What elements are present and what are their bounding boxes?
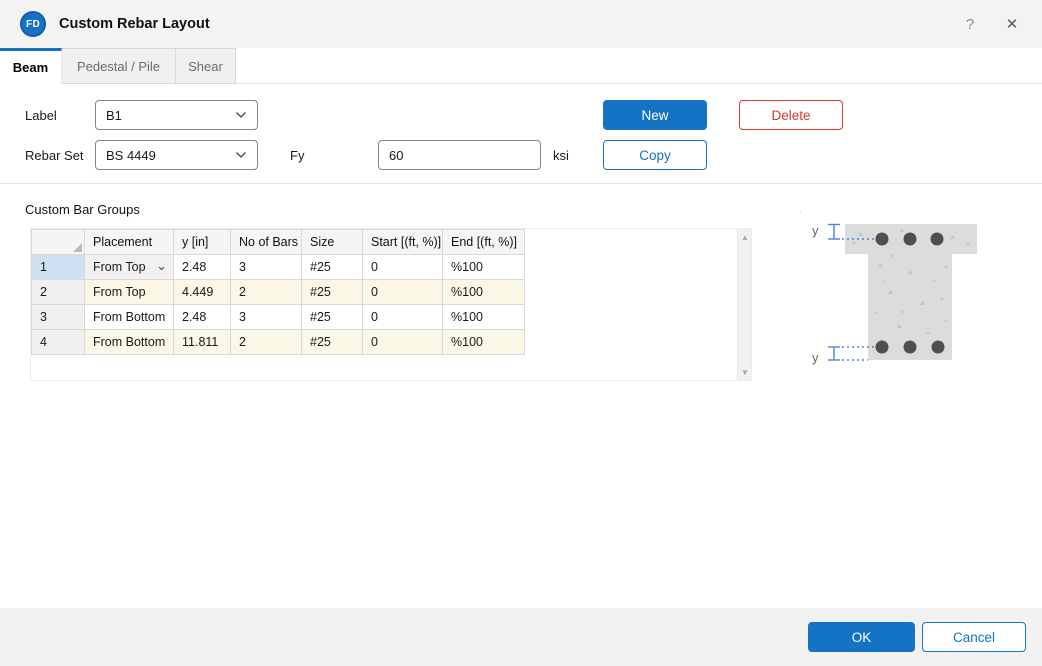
cell-start[interactable]: 0	[363, 330, 443, 355]
table-row: 2From Top4.4492#250%100	[32, 280, 525, 305]
column-header-end[interactable]: End [(ft, %)]	[443, 230, 525, 255]
chevron-down-icon[interactable]: ⌄	[156, 258, 167, 274]
fy-unit-label: ksi	[553, 148, 569, 163]
label-combobox[interactable]: B1	[95, 100, 258, 130]
close-icon[interactable]: ✕	[1000, 13, 1024, 35]
placement-editor-value: From Top	[93, 260, 146, 274]
rebar-set-combobox-value: BS 4449	[106, 148, 235, 163]
cell-no-of-bars[interactable]: 3	[231, 255, 302, 280]
custom-bar-groups-title: Custom Bar Groups	[25, 202, 140, 217]
new-button[interactable]: New	[603, 100, 707, 130]
cell-size[interactable]: #25	[302, 280, 363, 305]
cell-placement[interactable]: From Bottom	[85, 305, 174, 330]
tab-shear[interactable]: Shear	[176, 48, 236, 84]
select-all-corner[interactable]	[32, 230, 85, 255]
cell-start[interactable]: 0	[363, 305, 443, 330]
tab-pedestal-pile[interactable]: Pedestal / Pile	[62, 48, 176, 84]
bottom-dimension-marker	[828, 347, 840, 360]
tab-beam[interactable]: Beam	[0, 48, 62, 84]
label-field-label: Label	[25, 108, 57, 123]
bar-groups-table: Placement y [in] No of Bars Size Start […	[31, 229, 525, 355]
column-header-y[interactable]: y [in]	[174, 230, 231, 255]
copy-button[interactable]: Copy	[603, 140, 707, 170]
bar-groups-grid: Placement y [in] No of Bars Size Start […	[30, 228, 752, 381]
row-number[interactable]: 4	[32, 330, 85, 355]
app-logo-icon: FD	[20, 11, 46, 37]
scroll-up-icon[interactable]: ▲	[738, 230, 752, 244]
ok-button[interactable]: OK	[808, 622, 915, 652]
cell-y[interactable]: 2.48	[174, 305, 231, 330]
title-bar: FD Custom Rebar Layout ? ✕	[0, 0, 1042, 48]
cell-y[interactable]: 4.449	[174, 280, 231, 305]
cell-start[interactable]: 0	[363, 280, 443, 305]
cell-y[interactable]: 2.48	[174, 255, 231, 280]
column-header-size[interactable]: Size	[302, 230, 363, 255]
rebar-set-field-label: Rebar Set	[25, 148, 84, 163]
table-row: 1 From Top ⌄ 2.483#250%100	[32, 255, 525, 280]
cancel-button[interactable]: Cancel	[922, 622, 1026, 652]
chevron-down-icon	[235, 111, 247, 119]
scroll-down-icon[interactable]: ▼	[738, 365, 752, 379]
bottom-dimension-label: y	[812, 350, 819, 365]
cell-no-of-bars[interactable]: 3	[231, 305, 302, 330]
tab-strip: Beam Pedestal / Pile Shear	[0, 48, 1042, 84]
cell-no-of-bars[interactable]: 2	[231, 280, 302, 305]
custom-rebar-layout-dialog: FD Custom Rebar Layout ? ✕ Beam Pedestal…	[0, 0, 1042, 666]
column-header-no-of-bars[interactable]: No of Bars	[231, 230, 302, 255]
chevron-down-icon	[235, 151, 247, 159]
cell-end[interactable]: %100	[443, 280, 525, 305]
table-scrollbar[interactable]: ▲ ▼	[737, 229, 751, 380]
column-header-start[interactable]: Start [(ft, %)]	[363, 230, 443, 255]
row-number[interactable]: 2	[32, 280, 85, 305]
cell-placement[interactable]: From Bottom	[85, 330, 174, 355]
column-header-placement[interactable]: Placement	[85, 230, 174, 255]
cell-start[interactable]: 0	[363, 255, 443, 280]
cell-no-of-bars[interactable]: 2	[231, 330, 302, 355]
label-combobox-value: B1	[106, 108, 235, 123]
footer-bar: OK Cancel	[0, 608, 1042, 666]
cell-placement[interactable]: From Top	[85, 280, 174, 305]
top-dimension-marker	[828, 225, 840, 240]
help-icon[interactable]: ?	[960, 14, 980, 34]
cell-size[interactable]: #25	[302, 330, 363, 355]
cell-y[interactable]: 11.811	[174, 330, 231, 355]
rebar-set-combobox[interactable]: BS 4449	[95, 140, 258, 170]
cell-end[interactable]: %100	[443, 330, 525, 355]
row-number[interactable]: 1	[32, 255, 85, 280]
cell-end[interactable]: %100	[443, 305, 525, 330]
cell-placement[interactable]: From Top ⌄	[85, 255, 174, 280]
cell-end[interactable]: %100	[443, 255, 525, 280]
table-row: 3From Bottom2.483#250%100	[32, 305, 525, 330]
top-dimension-label: y	[812, 223, 819, 238]
table-row: 4From Bottom11.8112#250%100	[32, 330, 525, 355]
table-header-row: Placement y [in] No of Bars Size Start […	[32, 230, 525, 255]
bar-groups-tbody: 1From Top⌄2.483#250%1002From Top4.4492#2…	[32, 255, 525, 355]
section-divider	[0, 183, 1042, 184]
beam-cross-section-diagram: y y	[800, 212, 1000, 382]
cell-size[interactable]: #25	[302, 255, 363, 280]
fy-input[interactable]	[378, 140, 541, 170]
row-number[interactable]: 3	[32, 305, 85, 330]
window-title: Custom Rebar Layout	[59, 16, 210, 32]
fy-field-label: Fy	[290, 148, 304, 163]
delete-button[interactable]: Delete	[739, 100, 843, 130]
cell-size[interactable]: #25	[302, 305, 363, 330]
